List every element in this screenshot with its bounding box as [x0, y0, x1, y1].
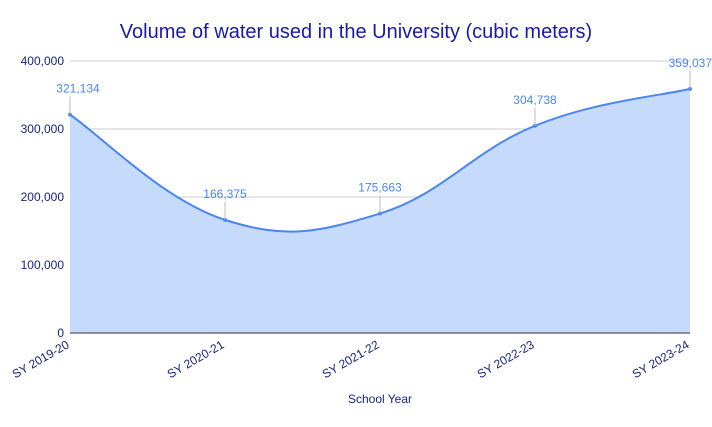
data-label: 359,037 [669, 56, 712, 70]
data-label: 321,134 [56, 82, 100, 96]
x-tick-label: SY 2020-21 [165, 337, 227, 381]
x-tick-label: SY 2021-22 [320, 337, 382, 381]
x-axis-label: School Year [348, 392, 412, 406]
data-label: 166,375 [203, 187, 247, 201]
area-fill [70, 88, 690, 333]
y-tick-label: 0 [57, 326, 64, 340]
y-tick-label: 400,000 [21, 54, 65, 68]
data-label: 304,738 [513, 93, 557, 107]
x-tick-label: SY 2022-23 [475, 337, 537, 381]
data-label: 175,663 [358, 181, 402, 195]
y-tick-label: 300,000 [21, 122, 65, 136]
x-tick-label: SY 2019-20 [10, 337, 72, 381]
chart-title: Volume of water used in the University (… [120, 21, 592, 43]
y-tick-label: 100,000 [21, 258, 65, 272]
x-tick-label: SY 2023-24 [630, 337, 692, 381]
y-tick-label: 200,000 [21, 190, 65, 204]
